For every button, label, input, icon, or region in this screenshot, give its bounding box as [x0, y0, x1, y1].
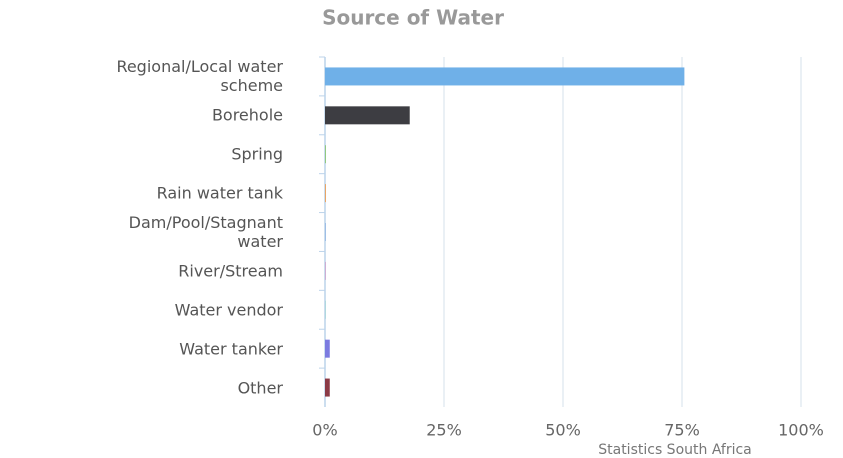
annotation: Statistics South Africa [598, 442, 752, 458]
bar [325, 106, 410, 125]
y-tick-label: Dam/Pool/Stagnant water [128, 213, 283, 251]
y-tick-label: Other [237, 378, 283, 398]
y-tick-label: Spring [231, 144, 283, 164]
bar [325, 378, 330, 397]
y-tick-label: Regional/Local water scheme [116, 57, 283, 96]
bar [325, 145, 326, 164]
y-tick-label: Water tanker [179, 339, 283, 359]
x-tick-label: 100% [778, 421, 824, 440]
x-tick-label: 0% [312, 421, 337, 440]
y-tick-label: River/Stream [178, 261, 283, 281]
y-tick-label: Rain water tank [156, 183, 283, 203]
bar [325, 184, 326, 203]
y-tick-label: Water vendor [174, 300, 283, 320]
x-tick-label: 25% [426, 421, 462, 440]
chart-title: Source of Water [322, 6, 504, 30]
bar [325, 67, 685, 86]
x-tick-label: 75% [664, 421, 700, 440]
x-tick-label: 50% [545, 421, 581, 440]
y-tick-label: Borehole [211, 105, 283, 125]
bar [325, 339, 330, 358]
